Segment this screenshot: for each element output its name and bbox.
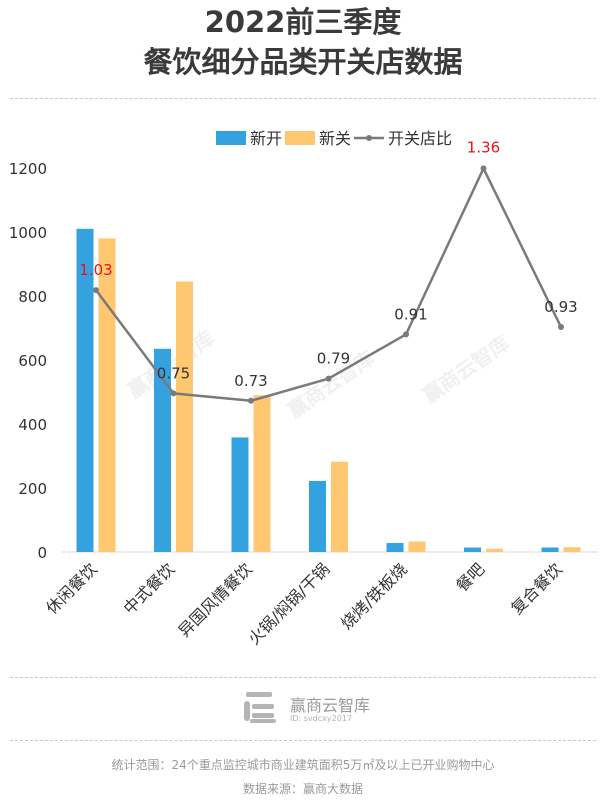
- chart-title-line1: 2022前三季度: [204, 5, 402, 39]
- x-tick-label: 复合餐饮: [507, 559, 566, 618]
- top-divider: [10, 98, 596, 99]
- bar-new: [309, 480, 326, 552]
- ratio-data-label: 1.03: [79, 261, 112, 279]
- y-tick-label: 1000: [9, 224, 47, 242]
- ratio-point: [170, 390, 177, 397]
- legend-label-new: 新开: [250, 129, 282, 148]
- ratio-point: [558, 324, 564, 331]
- x-tick-label: 餐吧: [452, 559, 488, 595]
- brand-name: 赢商云智库: [290, 696, 371, 715]
- ratio-data-label: 1.36: [467, 138, 500, 156]
- bottom-divider: [10, 740, 596, 741]
- watermark-2: 赢商云智库: [418, 331, 514, 408]
- ratio-data-label: 0.93: [544, 298, 577, 316]
- ratio-point: [248, 397, 254, 404]
- x-tick-label: 休闲餐饮: [42, 559, 101, 618]
- legend-marker-ratio: [366, 135, 372, 141]
- bar-new: [76, 228, 94, 553]
- chart-title-line2: 餐饮细分品类开关店数据: [143, 45, 463, 79]
- legend-label-ratio: 开关店比: [388, 129, 452, 148]
- ratio-point: [480, 165, 487, 172]
- ratio-data-label: 0.73: [234, 372, 267, 390]
- x-tick-label: 异国风情餐饮: [175, 559, 256, 640]
- x-tick-label: 中式餐饮: [120, 559, 179, 618]
- ratio-point: [93, 287, 99, 294]
- legend-swatch-closed: [285, 131, 315, 145]
- y-tick-label: 600: [18, 352, 47, 370]
- bar-new: [231, 437, 249, 552]
- y-tick-label: 0: [37, 544, 47, 562]
- bar-closed: [563, 547, 581, 552]
- ratio-data-label: 0.75: [157, 364, 190, 382]
- middle-divider: [10, 677, 596, 678]
- chart-canvas: 赢商云智库赢商云智库赢商云智库020040060080010001200休闲餐饮…: [9, 129, 598, 648]
- x-tick-label: 火锅/焖锅/干锅: [244, 559, 333, 648]
- ratio-data-label: 0.79: [317, 350, 350, 368]
- bar-new: [386, 543, 404, 552]
- brand-logo: 赢商云智库 ID: svdcxy2017: [240, 688, 400, 728]
- bar-new: [541, 547, 559, 552]
- bar-closed: [253, 395, 271, 552]
- legend-swatch-new: [216, 131, 246, 145]
- legend-label-closed: 新关: [319, 129, 351, 148]
- bar-closed: [98, 238, 116, 552]
- bar-closed: [486, 548, 503, 552]
- bar-new: [464, 547, 481, 552]
- footer-source: 数据来源：赢商大数据: [242, 782, 363, 796]
- y-tick-label: 400: [18, 416, 47, 434]
- bar-closed: [408, 541, 426, 552]
- ratio-data-label: 0.91: [394, 305, 427, 323]
- y-tick-label: 800: [18, 288, 47, 306]
- y-tick-label: 200: [18, 480, 47, 498]
- brand-id: ID: svdcxy2017: [290, 714, 352, 723]
- y-tick-label: 1200: [9, 160, 47, 178]
- bar-new: [154, 348, 171, 552]
- bar-closed: [331, 461, 348, 552]
- x-tick-label: 烧烤/铁板烧: [337, 559, 411, 633]
- footer-scope: 统计范围：24个重点监控城市商业建筑面积5万㎡及以上已开业购物中心: [111, 758, 495, 772]
- bar-closed: [176, 281, 193, 552]
- ratio-point: [325, 375, 332, 382]
- brand-logo-icon: [244, 692, 276, 723]
- ratio-point: [403, 331, 409, 338]
